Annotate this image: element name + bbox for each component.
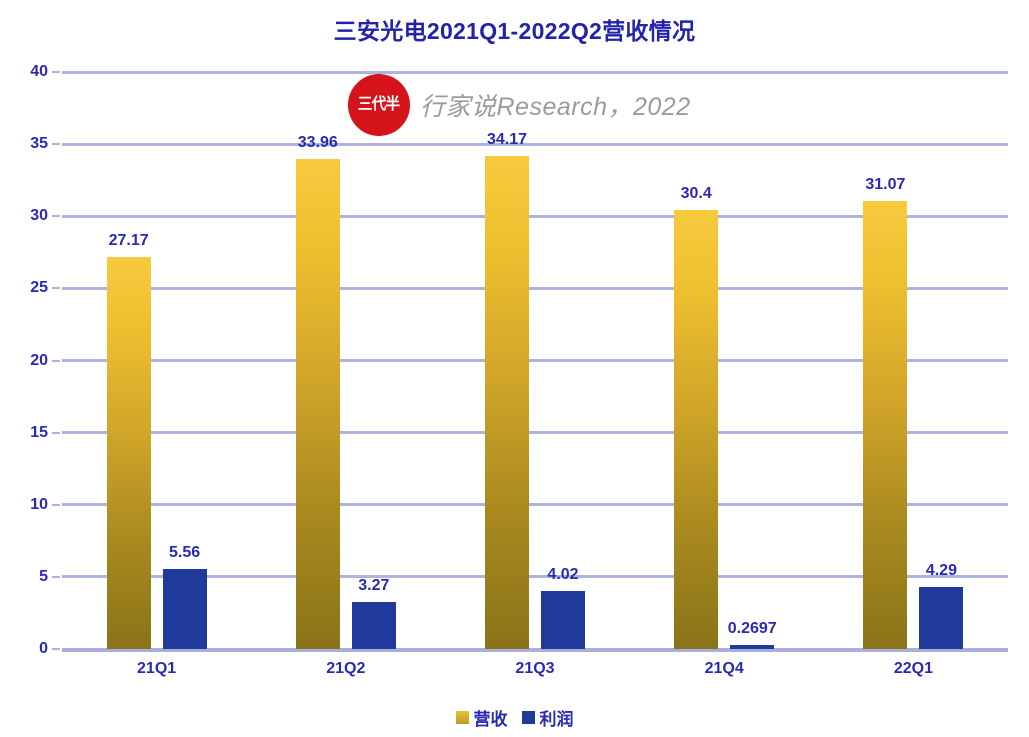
bar-revenue [295,159,340,649]
y-axis-tick-mark [52,503,60,506]
brand-logo-icon: 三代半 [348,74,410,136]
watermark: 三代半 行家说Research，2022 [348,74,691,136]
bar-profit [351,601,396,649]
bar-profit [162,568,207,649]
legend-swatch-profit-icon [521,711,535,724]
y-axis-tick-label: 20 [30,351,48,369]
y-axis-tick-label: 35 [30,135,48,153]
gridline [62,359,1008,362]
x-axis-tick-label: 21Q2 [326,660,366,677]
legend-item[interactable]: 利润 [521,705,574,730]
bar-profit [541,591,585,649]
bar-revenue [863,200,908,649]
y-axis-tick-label: 40 [30,63,48,80]
bar-value-label: 0.2697 [727,620,777,638]
y-axis-tick-mark [52,71,60,73]
gridline [62,647,1008,652]
bar-value-label: 3.27 [358,576,390,594]
bar-value-label: 34.17 [486,131,528,149]
x-axis-labels: 21Q1 21Q2 21Q3 21Q4 22Q1 [62,660,1008,686]
bar-value-label: 27.17 [108,232,149,250]
y-axis-tick-label: 0 [39,640,48,657]
plot-area: 27.17 5.56 33.96 3.27 34.17 4.02 30.4 0.2697 31.… [62,70,1008,652]
brand-logo-text: 三代半 [358,96,400,113]
x-axis-tick-label: 21Q4 [704,660,744,677]
y-axis-labels: 0 5 10 15 20 25 30 35 40 [0,63,60,657]
gridline [62,431,1008,435]
y-axis-tick-label: 30 [30,207,48,225]
legend-swatch-revenue-icon [455,711,469,724]
gridline [62,142,1008,146]
y-axis-tick-mark [52,215,60,218]
x-axis-tick-label: 21Q1 [137,660,177,677]
bar-revenue [106,257,151,649]
gridline [62,70,1008,74]
y-axis-tick-label: 5 [39,567,48,585]
y-axis-tick-label: 25 [30,279,48,297]
gridline [62,575,1008,579]
x-axis-tick-label: 21Q3 [515,660,555,677]
bar-profit [730,645,775,649]
bar-profit [919,587,964,649]
gridline [62,214,1008,218]
y-axis-tick-mark [52,287,60,290]
y-axis-tick-label: 15 [30,423,48,441]
chart-legend: 营收 利润 [0,705,1029,730]
legend-item[interactable]: 营收 [455,705,508,730]
x-axis-tick-label: 22Q1 [893,660,933,677]
y-axis-tick-mark [52,575,60,578]
chart-title: 三安光电2021Q1-2022Q2营收情况 [333,18,696,44]
legend-label: 利润 [539,710,574,729]
gridline [62,503,1008,507]
bar-value-label: 4.29 [925,562,957,580]
bar-value-label: 31.07 [865,175,906,193]
watermark-text: 行家说Research，2022 [420,93,691,121]
y-axis-tick-mark [52,648,60,650]
bar-revenue [485,156,529,649]
bar-value-label: 5.56 [169,543,201,561]
bar-value-label: 33.96 [297,134,338,152]
y-axis-tick-mark [52,143,60,146]
legend-label: 营收 [473,710,508,729]
bar-value-label: 30.4 [680,185,712,203]
bar-value-label: 4.02 [547,566,579,583]
y-axis-tick-mark [52,431,60,434]
bar-revenue [674,210,719,649]
gridline [62,286,1008,290]
y-axis-tick-mark [52,359,60,362]
y-axis-tick-label: 10 [30,495,48,513]
